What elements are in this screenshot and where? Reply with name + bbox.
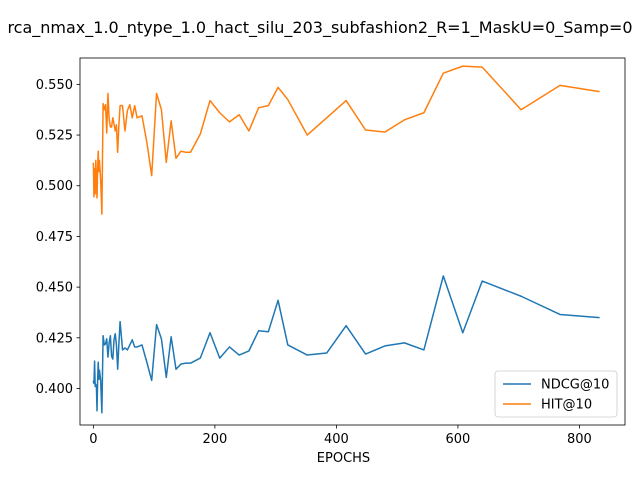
x-axis: 0 200 400 600 800 <box>89 425 592 447</box>
plot-area <box>79 57 626 426</box>
y-tick-label: 0.400 <box>36 382 73 397</box>
y-tick-label: 0.500 <box>36 179 73 194</box>
y-tick-label: 0.475 <box>36 230 73 245</box>
legend-label: NDCG@10 <box>541 378 609 393</box>
x-tick-label: 0 <box>89 432 97 447</box>
x-tick-label: 800 <box>567 432 592 447</box>
chart-title: rca_nmax_1.0_ntype_1.0_hact_silu_203_sub… <box>7 18 632 38</box>
y-tick-label: 0.525 <box>36 129 73 144</box>
series-line-ndcg-10 <box>92 275 600 414</box>
y-tick-label: 0.550 <box>36 78 73 93</box>
x-tick-label: 200 <box>202 432 227 447</box>
y-tick-label: 0.450 <box>36 281 73 296</box>
x-tick-label: 600 <box>446 432 471 447</box>
legend: NDCG@10 HIT@10 <box>494 370 618 418</box>
legend-label: HIT@10 <box>541 398 592 413</box>
plot-frame <box>79 57 626 426</box>
x-tick-label: 400 <box>324 432 349 447</box>
y-axis: 0.400 0.425 0.450 0.475 0.500 0.525 0.550 <box>36 78 80 397</box>
series-line-hit-10 <box>92 65 600 215</box>
y-tick-label: 0.425 <box>36 331 73 346</box>
x-axis-title: EPOCHS <box>317 451 370 466</box>
legend-box <box>494 370 618 418</box>
